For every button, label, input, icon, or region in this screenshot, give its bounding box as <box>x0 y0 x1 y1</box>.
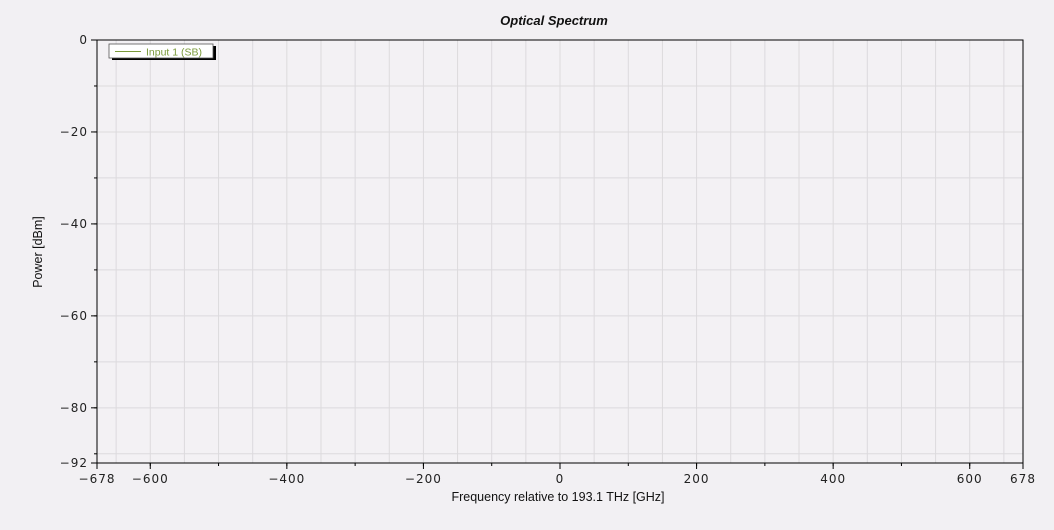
x-tick-label: −678 <box>79 472 116 486</box>
y-tick-label: −40 <box>60 217 88 231</box>
x-tick-label: −600 <box>132 472 169 486</box>
y-tick-label: −92 <box>60 456 88 470</box>
x-tick-label: −400 <box>268 472 305 486</box>
x-axis-label: Frequency relative to 193.1 THz [GHz] <box>451 490 664 504</box>
y-tick-label: 0 <box>79 33 88 47</box>
y-tick-label: −60 <box>60 309 88 323</box>
y-tick-label: −80 <box>60 401 88 415</box>
x-tick-label: 200 <box>684 472 710 486</box>
legend-entry-input-1: Input 1 (SB) <box>146 47 202 59</box>
tick-layer: −678 −600 −400 −200 0 200 400 600 678 0 −20 −40 −60 −… <box>60 33 1036 486</box>
y-tick-label: −20 <box>60 125 88 139</box>
legend[interactable]: Input 1 (SB) <box>108 43 216 60</box>
x-tick-label: 0 <box>556 472 565 486</box>
legend-box <box>108 43 214 59</box>
x-tick-label: 600 <box>957 472 983 486</box>
y-axis-label: Power [dBm] <box>31 216 45 288</box>
x-tick-label: −200 <box>405 472 442 486</box>
chart-title: Optical Spectrum <box>500 13 608 28</box>
x-tick-label: 400 <box>820 472 846 486</box>
x-tick-label: 678 <box>1010 472 1036 486</box>
